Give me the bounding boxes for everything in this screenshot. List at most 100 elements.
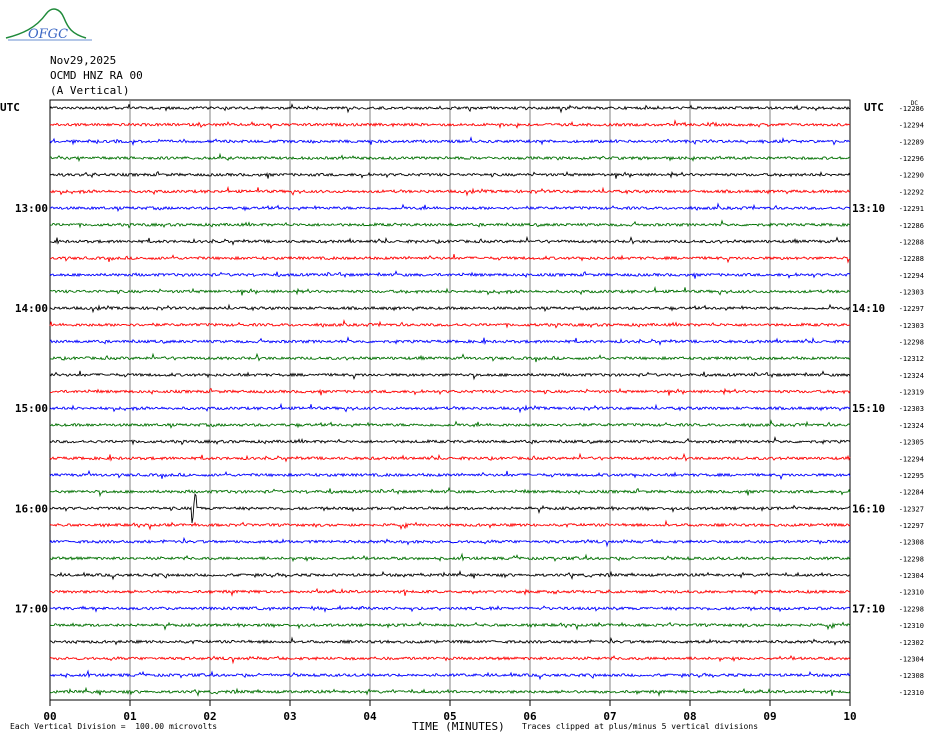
seismic-trace [49, 604, 851, 613]
seismic-trace [49, 419, 851, 429]
trace-offset-label: -12310 [899, 689, 924, 697]
right-hour-label: 15:10 [852, 402, 885, 415]
trace-offset-label: -12324 [899, 422, 924, 430]
seismic-trace [49, 336, 851, 346]
seismic-trace [49, 136, 851, 147]
seismic-trace [49, 469, 851, 481]
component-label: (A Vertical) [50, 84, 130, 97]
left-hour-label: 16:00 [15, 502, 48, 515]
x-tick-label: 04 [363, 710, 377, 723]
trace-offset-label: -12302 [899, 639, 924, 647]
x-tick-label: 07 [603, 710, 616, 723]
seismic-trace [49, 486, 851, 498]
scale-note: Each Vertical Division = 100.00 microvol… [10, 722, 218, 731]
trace-offset-label: -12312 [899, 355, 924, 363]
clip-note: Traces clipped at plus/minus 5 vertical … [522, 722, 759, 731]
trace-offset-label: -12289 [899, 138, 924, 146]
trace-offset-label: -12294 [899, 455, 924, 463]
seismic-trace [49, 170, 851, 179]
seismic-trace [49, 669, 851, 681]
logo-text: OFGC [28, 27, 68, 42]
seismic-trace [49, 636, 851, 646]
right-hour-label: 16:10 [852, 502, 885, 515]
seismic-trace [49, 303, 851, 314]
seismic-trace [49, 493, 851, 524]
seismic-trace [49, 570, 851, 581]
x-tick-label: 03 [283, 710, 296, 723]
date-label: Nov29,2025 [50, 54, 117, 67]
seismic-trace [49, 103, 851, 114]
left-utc-label: UTC [0, 101, 20, 114]
x-tick-label: 01 [123, 710, 137, 723]
right-hour-label: 17:10 [852, 602, 885, 615]
x-axis-label: TIME (MINUTES) [412, 720, 505, 733]
seismic-trace [49, 686, 851, 698]
seismic-trace [49, 387, 851, 396]
trace-offset-label: -12310 [899, 622, 924, 630]
trace-offset-label: -12297 [899, 522, 924, 530]
left-hour-label: 15:00 [15, 402, 48, 415]
trace-offset-label: -12297 [899, 305, 924, 313]
trace-offset-label: -12308 [899, 672, 924, 680]
trace-offset-label: -12303 [899, 405, 924, 413]
x-tick-label: 08 [683, 710, 696, 723]
trace-offset-label: -12308 [899, 539, 924, 547]
seismic-trace [49, 519, 851, 531]
trace-offset-label: -12295 [899, 472, 924, 480]
trace-offset-label: -12298 [899, 555, 924, 563]
seismic-trace [49, 436, 851, 446]
x-tick-label: 06 [523, 710, 537, 723]
seismic-trace [49, 119, 851, 130]
left-hour-label: 13:00 [15, 202, 48, 215]
seismic-trace [49, 219, 851, 229]
trace-offset-label: -12292 [899, 188, 924, 196]
trace-offset-label: -12303 [899, 288, 924, 296]
trace-offset-label: -12305 [899, 439, 924, 447]
trace-offset-label: -12286 [899, 222, 924, 230]
trace-offset-label: -12310 [899, 589, 924, 597]
seismic-trace [49, 285, 851, 296]
trace-offset-label: -12296 [899, 155, 924, 163]
trace-offset-label: -12324 [899, 372, 924, 380]
trace-offset-label: -12304 [899, 572, 924, 580]
seismic-trace [49, 370, 851, 381]
station-label: OCMD HNZ RA 00 [50, 69, 143, 82]
seismic-trace [49, 402, 851, 414]
seismic-trace [50, 152, 851, 163]
x-tick-label: 02 [203, 710, 216, 723]
seismic-trace [49, 319, 851, 329]
trace-offset-label: -12298 [899, 605, 924, 613]
trace-offset-label: -12319 [899, 389, 924, 397]
trace-offset-label: -12294 [899, 272, 924, 280]
trace-offset-label: -12284 [899, 489, 924, 497]
seismic-trace [49, 352, 851, 363]
left-hour-label: 14:00 [15, 302, 48, 315]
x-tick-label: 00 [43, 710, 56, 723]
ofgc-logo: OFGC [5, 8, 92, 42]
trace-offset-label: -12290 [899, 172, 924, 180]
left-hour-label: 17:00 [15, 602, 48, 615]
right-hour-label: 14:10 [852, 302, 885, 315]
trace-offset-label: -12298 [899, 339, 924, 347]
x-tick-label: 10 [843, 710, 856, 723]
trace-offset-label: -12288 [899, 238, 924, 246]
trace-offset-label: -12327 [899, 505, 924, 513]
trace-offset-label: -12304 [899, 655, 924, 663]
trace-offset-label: -12303 [899, 322, 924, 330]
dc-label: DC [911, 100, 919, 107]
seismic-trace [49, 254, 851, 264]
seismic-trace [49, 452, 851, 463]
right-utc-label: UTC [864, 101, 884, 114]
seismic-trace [49, 655, 851, 665]
seismic-trace [49, 552, 851, 563]
seismic-trace [49, 185, 851, 197]
right-hour-label: 13:10 [852, 202, 885, 215]
x-tick-label: 09 [763, 710, 776, 723]
seismic-trace [49, 621, 851, 631]
seismic-trace [49, 536, 851, 548]
trace-offset-label: -12291 [899, 205, 924, 213]
seismic-trace [49, 202, 851, 213]
trace-offset-label: -12288 [899, 255, 924, 263]
trace-offset-label: -12286 [899, 105, 924, 113]
x-tick-label: 05 [443, 710, 456, 723]
